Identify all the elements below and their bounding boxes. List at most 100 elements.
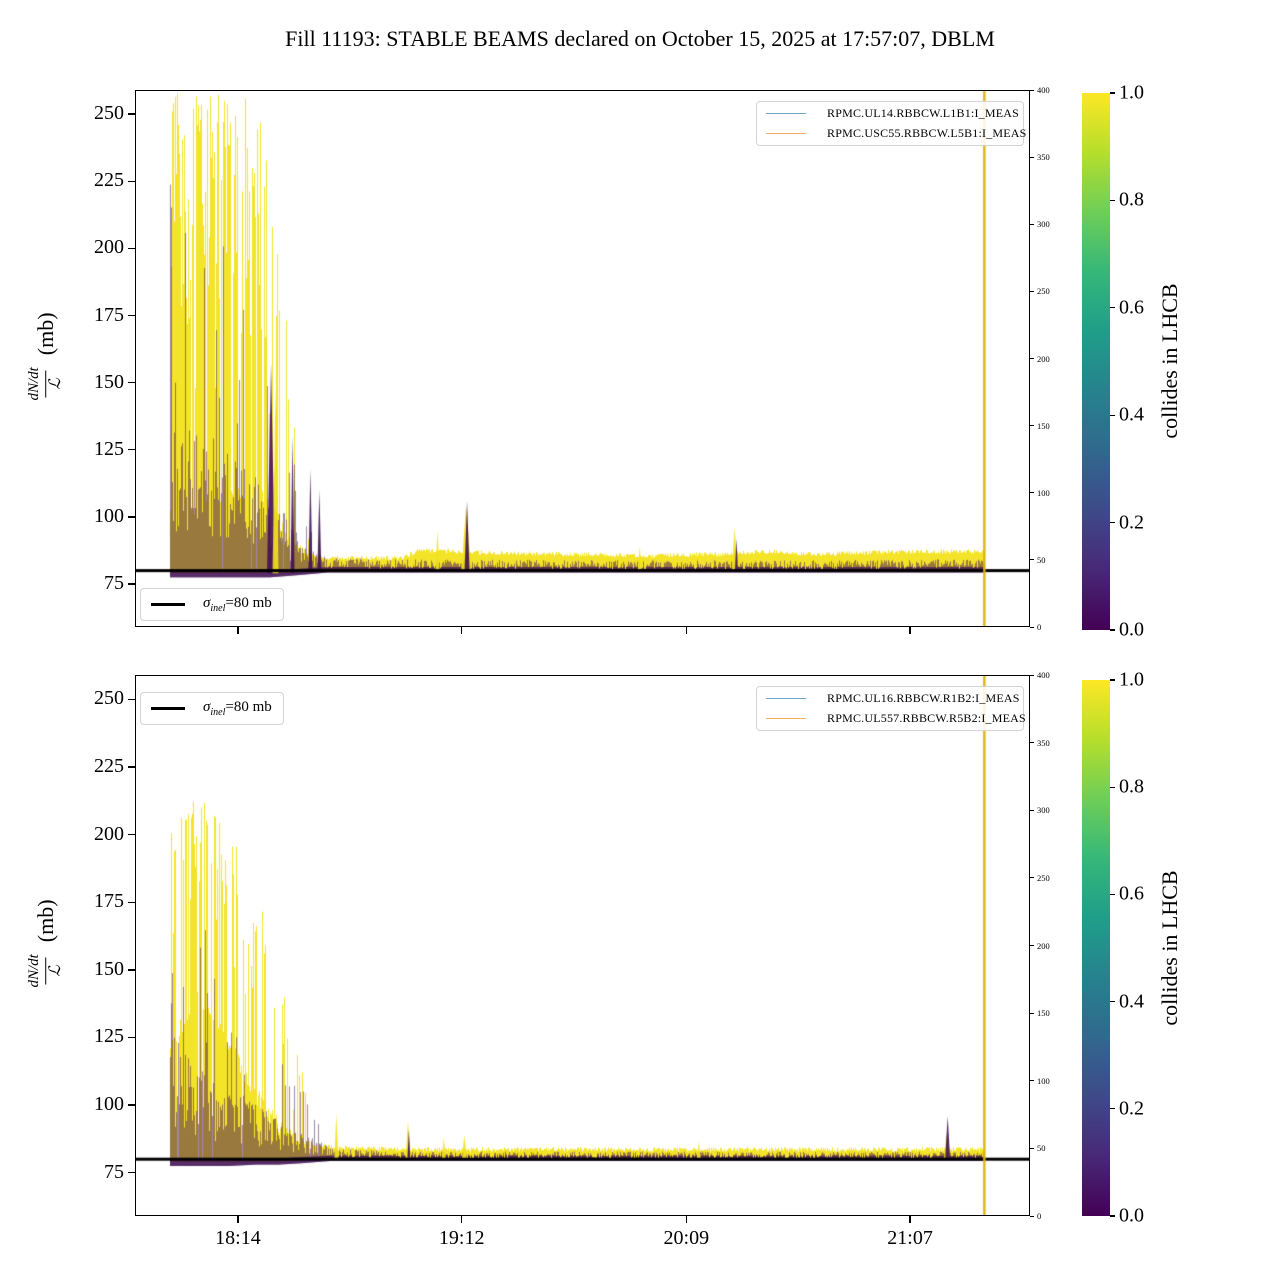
colorbar-tick-mark: [1110, 679, 1115, 681]
legend-line-sample: [766, 717, 806, 719]
y-tick-label: 200: [94, 822, 124, 845]
legend-label: RPMC.UL14.RBBCW.L1B1:I_MEAS: [827, 106, 1019, 121]
right-tick-label: 250: [1037, 872, 1050, 883]
colorbar-tick-mark: [1110, 414, 1115, 416]
x-tick-mark: [237, 1216, 239, 1223]
colorbar-tick-label: 0.8: [1119, 775, 1144, 798]
colorbar-tick-label: 0.6: [1119, 296, 1144, 319]
sigma-value: =80 mb: [225, 595, 272, 611]
right-tick-label: 250: [1037, 286, 1050, 297]
x-tick-label: 20:09: [663, 1227, 710, 1249]
y-tick-label: 150: [94, 370, 124, 393]
y-tick-mark: [128, 1172, 135, 1174]
top-panel-axes: [135, 90, 1030, 627]
sigma-line-sample: [151, 603, 185, 606]
y-tick-mark: [128, 449, 135, 451]
colorbar-tick-mark: [1110, 1215, 1115, 1217]
colorbar-tick-label: 0.0: [1119, 618, 1144, 641]
x-tick-mark: [909, 627, 911, 634]
colorbar-tick-label: 0.0: [1119, 1204, 1144, 1227]
right-tick-label: 350: [1037, 737, 1050, 748]
legend-label: RPMC.UL16.RBBCW.R1B2:I_MEAS: [827, 691, 1020, 706]
right-tick-mark: [1030, 1012, 1034, 1014]
x-tick-label: 21:07: [887, 1227, 933, 1249]
x-tick-mark: [909, 1216, 911, 1223]
bottom-panel-axes: [135, 675, 1030, 1216]
right-tick-mark: [1030, 89, 1034, 91]
sigma-subscript: inel: [210, 603, 226, 614]
colorbar-tick-mark: [1110, 629, 1115, 631]
y-tick-mark: [128, 766, 135, 768]
top-colorbar: [1082, 93, 1110, 630]
y-tick-mark: [128, 381, 135, 384]
y-tick-mark: [128, 969, 135, 971]
y-tick-label: 75: [104, 1160, 124, 1183]
y-tick-mark: [128, 247, 135, 250]
right-tick-label: 400: [1037, 670, 1050, 680]
right-tick-label: 300: [1037, 805, 1050, 816]
y-tick-label: 175: [94, 890, 124, 913]
right-tick-label: 0: [1037, 622, 1042, 632]
right-tick-mark: [1030, 156, 1034, 158]
right-tick-mark: [1030, 809, 1034, 811]
sigma-legend-label: σinel=80 mb: [203, 595, 272, 614]
bottom-panel-legend: RPMC.UL16.RBBCW.R1B2:I_MEAS RPMC.UL557.R…: [756, 686, 1026, 731]
ylabel-numerator: dN/dt: [26, 367, 43, 401]
ylabel-denominator: ℒ: [44, 370, 65, 398]
y-tick-mark: [128, 1036, 135, 1039]
y-tick-label: 250: [94, 102, 124, 125]
colorbar-label: collides in LHCB: [1157, 870, 1182, 1026]
ylabel-unit: (mb): [32, 312, 58, 356]
x-tick-mark: [685, 1216, 687, 1223]
top-panel-legend: RPMC.UL14.RBBCW.L1B1:I_MEAS RPMC.USC55.R…: [756, 101, 1027, 146]
colorbar-tick-label: 0.2: [1119, 511, 1144, 534]
x-tick-mark: [460, 627, 463, 634]
y-tick-label: 100: [94, 504, 124, 527]
legend-line-sample: [766, 698, 806, 700]
x-tick-mark: [685, 627, 687, 634]
y-tick-mark: [128, 314, 135, 317]
x-tick-mark: [460, 1216, 463, 1223]
y-tick-label: 250: [94, 687, 124, 710]
colorbar-tick-label: 0.6: [1119, 882, 1144, 905]
right-tick-label: 150: [1037, 420, 1050, 431]
legend-entry: RPMC.UL16.RBBCW.R1B2:I_MEAS: [766, 689, 1019, 709]
right-tick-label: 50: [1037, 554, 1046, 565]
right-tick-label: 300: [1037, 219, 1050, 230]
top-panel-sigma-legend: σinel=80 mb: [140, 588, 284, 621]
sigma-symbol: σ: [203, 595, 211, 611]
y-tick-label: 175: [94, 303, 124, 326]
right-tick-mark: [1030, 1080, 1034, 1082]
colorbar-tick-mark: [1110, 199, 1115, 202]
y-tick-mark: [128, 698, 135, 701]
y-tick-mark: [128, 113, 135, 115]
right-tick-mark: [1030, 742, 1034, 744]
colorbar-tick-mark: [1110, 307, 1115, 309]
y-tick-label: 75: [104, 572, 124, 595]
right-tick-mark: [1030, 626, 1034, 628]
right-tick-mark: [1030, 1215, 1034, 1217]
right-tick-label: 150: [1037, 1008, 1050, 1019]
legend-label: RPMC.USC55.RBBCW.L5B1:I_MEAS: [827, 125, 1027, 140]
y-tick-label: 225: [94, 755, 124, 778]
figure-title: Fill 11193: STABLE BEAMS declared on Oct…: [285, 26, 995, 51]
top-panel-density-canvas: [135, 90, 1030, 627]
y-tick-label: 125: [94, 437, 124, 460]
colorbar-tick-label: 0.8: [1119, 188, 1144, 211]
right-tick-mark: [1030, 877, 1034, 879]
colorbar-tick-mark: [1110, 521, 1115, 524]
right-tick-label: 0: [1037, 1211, 1042, 1221]
y-tick-mark: [128, 901, 135, 903]
colorbar-tick-mark: [1110, 893, 1115, 896]
ylabel-numerator: dN/dt: [26, 954, 43, 988]
legend-label: RPMC.UL557.RBBCW.R5B2:I_MEAS: [827, 710, 1026, 725]
right-tick-mark: [1030, 559, 1034, 561]
colorbar-tick-mark: [1110, 1000, 1115, 1003]
colorbar-tick-mark: [1110, 786, 1115, 788]
y-tick-label: 200: [94, 236, 124, 259]
right-tick-mark: [1030, 290, 1034, 292]
x-tick-mark: [237, 627, 239, 634]
legend-entry: RPMC.UL557.RBBCW.R5B2:I_MEAS: [766, 709, 1026, 729]
right-tick-label: 400: [1037, 85, 1050, 95]
ylabel-fraction: dN/dt ℒ: [26, 364, 65, 403]
